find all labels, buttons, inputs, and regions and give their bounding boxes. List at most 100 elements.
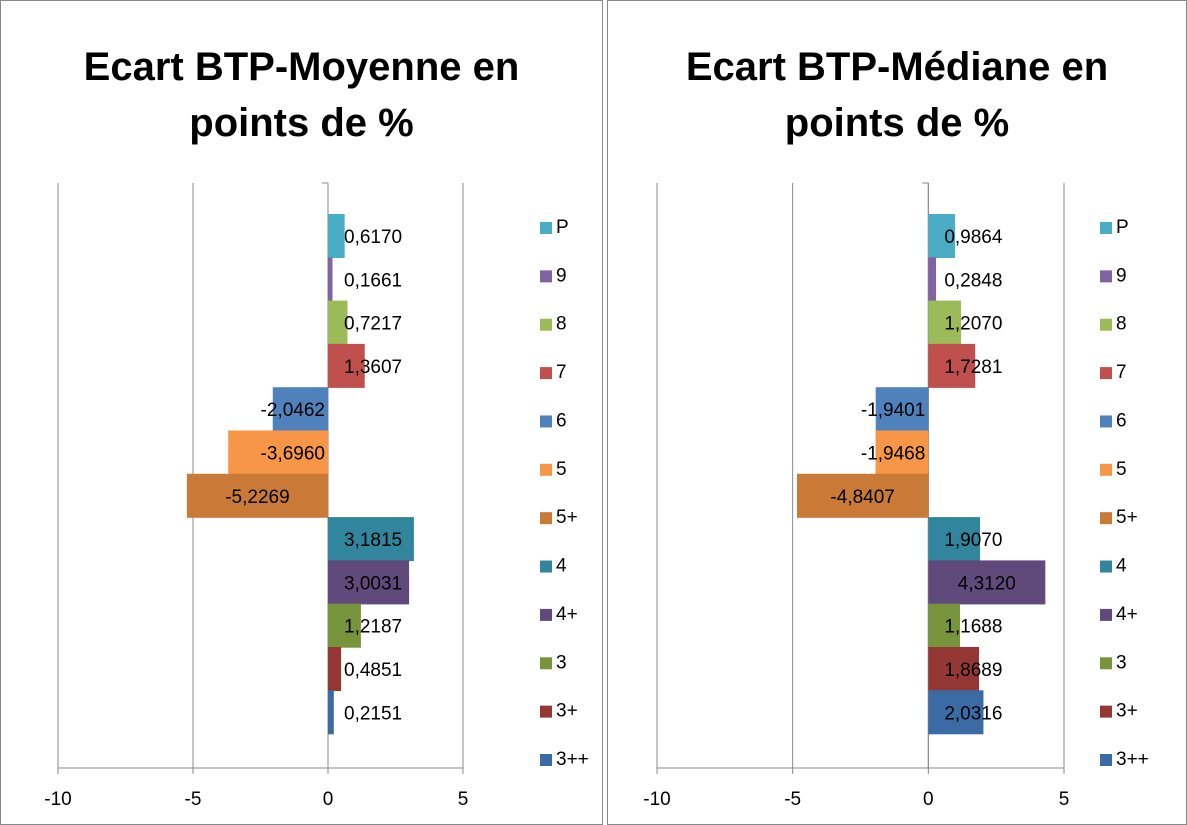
data-label: 2,0316 [944, 703, 1002, 724]
data-label: 3,1815 [344, 530, 402, 551]
bar [875, 430, 929, 475]
legend-swatch [540, 608, 552, 621]
bar [928, 647, 980, 691]
legend-label: 4 [556, 556, 567, 577]
bar [328, 647, 342, 691]
data-label: 4,3120 [958, 573, 1016, 594]
chart-panel: Ecart BTP-Moyenne en points de % [0, 0, 603, 825]
x-tick-label: -5 [185, 789, 202, 810]
legend-swatch [540, 222, 552, 234]
data-label: 0,1661 [344, 270, 402, 291]
legend-swatch [540, 560, 552, 573]
legend-label: 8 [556, 314, 567, 335]
data-label: 1,2187 [344, 617, 402, 638]
legend-swatch [1100, 705, 1112, 718]
bar [328, 300, 348, 345]
data-label: 1,9070 [944, 530, 1002, 551]
legend-label: 8 [1116, 314, 1127, 335]
legend-swatch [1100, 608, 1112, 621]
bar [186, 473, 328, 518]
data-label: 1,1688 [944, 617, 1002, 638]
data-label: -1,9468 [861, 444, 925, 465]
x-tick-label: -5 [784, 789, 801, 810]
legend-swatch [540, 754, 552, 766]
legend-label: 9 [1116, 265, 1127, 286]
bar [928, 517, 981, 562]
legend-swatch [1100, 222, 1112, 234]
legend-swatch [540, 463, 552, 476]
chart-title: Ecart BTP-Moyenne en points de % [83, 45, 520, 145]
data-label: 0,2848 [944, 270, 1002, 291]
data-label: 1,2070 [944, 314, 1002, 335]
data-label: 1,3607 [344, 357, 402, 378]
legend-label: 3+ [1116, 701, 1138, 722]
data-label: -1,9401 [861, 400, 925, 421]
bar [875, 387, 929, 432]
legend-label: 4 [1116, 556, 1127, 577]
data-label: -5,2269 [225, 487, 289, 508]
data-label: 1,7281 [944, 357, 1002, 378]
data-label: 0,6170 [344, 227, 402, 248]
legend-swatch [1100, 657, 1112, 670]
bar [928, 603, 961, 648]
legend-swatch [1100, 367, 1112, 380]
legend-swatch [540, 415, 552, 428]
bar [328, 603, 361, 648]
legend-label: 4+ [1116, 604, 1138, 625]
bar [328, 214, 345, 258]
x-tick-label: 0 [923, 789, 934, 810]
legend-label: 7 [1116, 362, 1127, 383]
legend-label: 5 [1116, 459, 1127, 480]
legend-label: 6 [556, 410, 567, 431]
bar [328, 560, 410, 605]
x-tick-label: 0 [323, 789, 334, 810]
legend-label: 3++ [556, 749, 589, 770]
legend-swatch [1100, 318, 1112, 331]
legend-swatch [540, 367, 552, 380]
legend-label: 6 [1116, 410, 1127, 431]
bar [928, 560, 1046, 605]
data-label: -4,8407 [830, 487, 894, 508]
legend-swatch [1100, 560, 1112, 573]
legend-swatch [1100, 270, 1112, 283]
legend-swatch [1100, 754, 1112, 766]
legend-swatch [540, 657, 552, 670]
legend-swatch [1100, 512, 1112, 525]
bar [928, 300, 962, 345]
bar [928, 690, 984, 735]
data-label: -3,6960 [261, 444, 325, 465]
legend-label: 5+ [556, 507, 578, 528]
legend-label: 3 [1116, 652, 1127, 673]
legend-label: P [556, 217, 569, 238]
x-tick-label: 5 [1059, 789, 1070, 810]
data-label: -2,0462 [261, 400, 325, 421]
legend-label: 3 [556, 652, 567, 673]
legend-label: 5+ [1116, 507, 1138, 528]
bar [928, 343, 976, 388]
bar [328, 690, 334, 735]
bar [328, 257, 333, 302]
bar [272, 387, 328, 432]
x-tick-label: -10 [643, 789, 670, 810]
bar [328, 517, 414, 562]
data-label: 1,8689 [944, 660, 1002, 681]
legend-swatch [540, 705, 552, 718]
bar [928, 214, 956, 258]
legend-label: 4+ [556, 604, 578, 625]
data-label: 0,2151 [344, 703, 402, 724]
legend-label: 3+ [556, 701, 578, 722]
bar [928, 257, 937, 302]
legend-label: 7 [556, 362, 567, 383]
legend-swatch [1100, 415, 1112, 428]
legend-swatch [1100, 463, 1112, 476]
chart-title: Ecart BTP-Médiane en points de % [685, 45, 1109, 145]
x-tick-label: 5 [458, 789, 469, 810]
legend-swatch [540, 318, 552, 331]
legend-label: P [1116, 217, 1129, 238]
legend-label: 5 [556, 459, 567, 480]
legend-label: 9 [556, 265, 567, 286]
legend-label: 3++ [1116, 749, 1149, 770]
legend-swatch [540, 512, 552, 525]
data-label: 0,7217 [344, 314, 402, 335]
